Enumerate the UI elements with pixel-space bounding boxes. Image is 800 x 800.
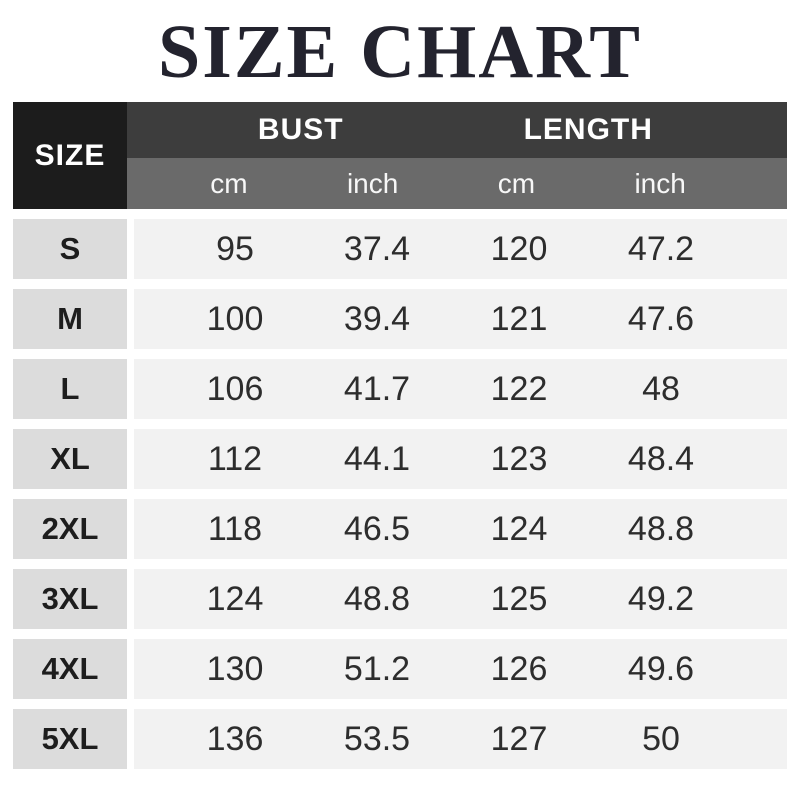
table-row-xl: XL 112 44.1 123 48.4 (13, 429, 787, 489)
table-row-2xl: 2XL 118 46.5 124 48.8 (13, 499, 787, 559)
unit-header-length-inch: inch (634, 167, 686, 199)
row-values: 106 41.7 122 48 (134, 359, 787, 419)
bust-cm-value: 106 (206, 369, 264, 408)
table-row-m: M 100 39.4 121 47.6 (13, 289, 787, 349)
length-cm-value: 124 (490, 509, 548, 548)
table-body: S 95 37.4 120 47.2 M 100 39.4 121 47.6 (13, 219, 787, 769)
size-label-cell: 3XL (13, 569, 127, 629)
row-values: 124 48.8 125 49.2 (134, 569, 787, 629)
table-row-3xl: 3XL 124 48.8 125 49.2 (13, 569, 787, 629)
row-values: 112 44.1 123 48.4 (134, 429, 787, 489)
column-header-size: SIZE (13, 102, 127, 209)
bust-cm-value: 112 (207, 439, 263, 478)
length-inch-value: 48 (642, 369, 680, 408)
bust-inch-value: 41.7 (343, 369, 411, 408)
bust-inch-value: 51.2 (343, 649, 411, 688)
length-inch-value: 49.2 (627, 579, 695, 618)
length-inch-value: 48.4 (627, 439, 695, 478)
size-label-cell: L (13, 359, 127, 419)
header-right-block: BUST LENGTH cm inch cm inch (127, 102, 787, 209)
size-label-cell: S (13, 219, 127, 279)
size-label-cell: M (13, 289, 127, 349)
size-label-cell: 5XL (13, 709, 127, 769)
length-inch-value: 50 (642, 719, 680, 758)
bust-inch-value: 39.4 (343, 299, 411, 338)
column-group-bust: BUST (257, 113, 344, 146)
size-chart-table: SIZE BUST LENGTH cm inch cm inch S (13, 102, 787, 769)
row-values: 130 51.2 126 49.6 (134, 639, 787, 699)
bust-cm-value: 124 (206, 579, 264, 618)
length-inch-value: 48.8 (627, 509, 695, 548)
length-cm-value: 121 (490, 299, 548, 338)
bust-cm-value: 118 (207, 509, 263, 548)
length-cm-value: 120 (490, 229, 548, 268)
size-label-cell: XL (13, 429, 127, 489)
row-values: 100 39.4 121 47.6 (134, 289, 787, 349)
bust-cm-value: 136 (206, 719, 264, 758)
length-cm-value: 125 (490, 579, 548, 618)
bust-inch-value: 53.5 (343, 719, 411, 758)
length-inch-value: 47.6 (627, 299, 695, 338)
row-gutter (127, 289, 134, 349)
length-inch-value: 47.2 (627, 229, 695, 268)
measure-group-row: BUST LENGTH (127, 102, 787, 158)
table-row-s: S 95 37.4 120 47.2 (13, 219, 787, 279)
row-gutter (127, 429, 134, 489)
column-group-length: LENGTH (523, 113, 653, 146)
unit-header-length-cm: cm (497, 167, 536, 199)
page-title: SIZE CHART (157, 10, 642, 94)
bust-inch-value: 44.1 (343, 439, 411, 478)
bust-inch-value: 37.4 (343, 229, 411, 268)
unit-header-bust-inch: inch (346, 167, 399, 199)
row-gutter (127, 569, 134, 629)
unit-header-bust-cm: cm (210, 167, 248, 199)
row-gutter (127, 499, 134, 559)
table-row-5xl: 5XL 136 53.5 127 50 (13, 709, 787, 769)
bust-cm-value: 130 (206, 649, 264, 688)
length-cm-value: 122 (490, 369, 548, 408)
unit-header-row: cm inch cm inch (127, 158, 787, 209)
table-header: SIZE BUST LENGTH cm inch cm inch (13, 102, 787, 209)
row-gutter (127, 709, 134, 769)
length-cm-value: 123 (490, 439, 548, 478)
length-inch-value: 49.6 (627, 649, 695, 688)
table-row-4xl: 4XL 130 51.2 126 49.6 (13, 639, 787, 699)
bust-inch-value: 48.8 (343, 579, 411, 618)
bust-inch-value: 46.5 (343, 509, 411, 548)
row-values: 118 46.5 124 48.8 (134, 499, 787, 559)
table-row-l: L 106 41.7 122 48 (13, 359, 787, 419)
row-gutter (127, 219, 134, 279)
row-gutter (127, 359, 134, 419)
bust-cm-value: 95 (216, 229, 254, 268)
row-values: 136 53.5 127 50 (134, 709, 787, 769)
length-cm-value: 127 (490, 719, 548, 758)
row-gutter (127, 639, 134, 699)
bust-cm-value: 100 (206, 299, 264, 338)
row-values: 95 37.4 120 47.2 (134, 219, 787, 279)
size-label-cell: 4XL (13, 639, 127, 699)
size-label-cell: 2XL (13, 499, 127, 559)
length-cm-value: 126 (490, 649, 548, 688)
